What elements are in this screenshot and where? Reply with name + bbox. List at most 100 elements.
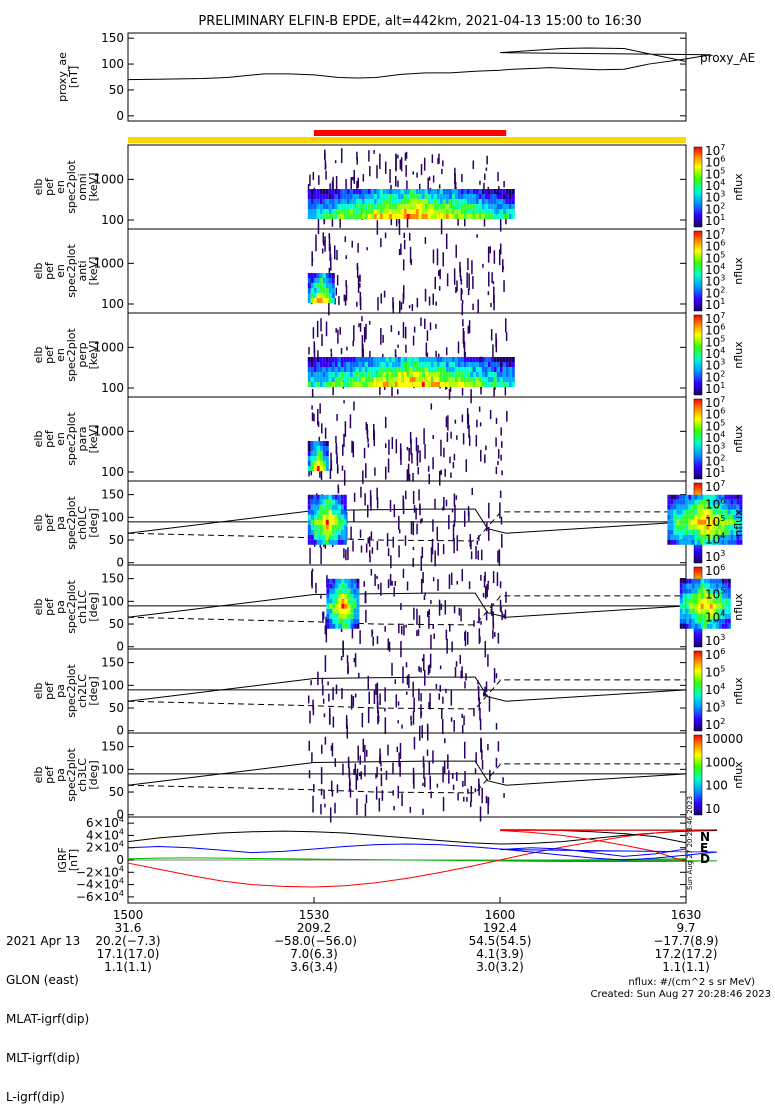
spectrogram-cell (307, 446, 311, 451)
spectrogram-cell (391, 214, 395, 219)
spectrogram-cell (310, 494, 314, 500)
spectrogram-stripe (334, 802, 336, 814)
spectrogram-stripe (386, 533, 389, 547)
spectrogram-stripe (467, 325, 470, 334)
spectrogram-cell (313, 293, 317, 298)
spectrogram-cell (442, 367, 446, 372)
spectrogram-cell (448, 377, 452, 382)
spectrogram-stripe (380, 238, 382, 248)
spectrogram-cell (706, 618, 710, 624)
spectrogram-stripe (329, 709, 331, 717)
spectrogram-stripe (439, 665, 442, 670)
spectrogram-cell (367, 367, 371, 372)
spectrogram-cell (472, 372, 476, 377)
ylabel-line: pa (54, 768, 67, 782)
spectrogram-cell (310, 509, 314, 515)
spectrogram-cell (325, 441, 329, 446)
spectrogram-cell (400, 377, 404, 382)
spectrogram-cell (472, 204, 476, 209)
spectrogram-stripe (456, 772, 458, 781)
spectrogram-cell (484, 199, 488, 204)
spectrogram-cell (736, 509, 740, 515)
spectrogram-stripe (504, 609, 507, 620)
spectrogram-stripe (430, 791, 432, 799)
spectrogram-stripe (420, 711, 423, 716)
spectrogram-stripe (380, 293, 382, 304)
spectrogram-stripe (453, 538, 455, 554)
spectrogram-stripe (308, 770, 311, 779)
spectrogram-cell (448, 367, 452, 372)
spectrogram-cell (310, 372, 314, 377)
spectrogram-cell (682, 539, 686, 545)
spectrogram-cell (370, 367, 374, 372)
spectrogram-cell (319, 519, 323, 525)
spectrogram-cell (367, 357, 371, 362)
spectrogram-stripe (370, 568, 373, 576)
spectrogram-stripe (460, 608, 462, 622)
spectrogram-cell (326, 588, 330, 594)
plot-title: PRELIMINARY ELFIN-B EPDE, alt=442km, 202… (198, 14, 641, 29)
spectrogram-cell (736, 534, 740, 540)
spectrogram-stripe (315, 582, 317, 594)
spectrogram-stripe (437, 579, 439, 591)
spectrogram-cell (346, 382, 350, 387)
spectrogram-cell (724, 519, 728, 525)
spectrogram-cell (460, 214, 464, 219)
spectrogram-stripe (440, 603, 443, 610)
spectrogram-stripe (416, 297, 419, 308)
spectrogram-stripe (356, 301, 358, 307)
spectrogram-cell (322, 534, 326, 540)
spectrogram-cell (487, 194, 491, 199)
spectrogram-cell (484, 189, 488, 194)
spectrogram-stripe (492, 344, 494, 361)
ylabel-line: para (76, 427, 89, 452)
spectrogram-stripe (440, 219, 443, 235)
spectrogram-cell (355, 189, 359, 194)
spectrogram-cell (442, 204, 446, 209)
spectrogram-stripe (322, 232, 325, 244)
spectrogram-stripe (403, 285, 405, 300)
spectrogram-cell (724, 578, 728, 584)
spectrogram-stripe (449, 623, 451, 632)
spectrogram-cell (337, 382, 341, 387)
spectrogram-stripe (445, 629, 448, 640)
spectrogram-cell (338, 578, 342, 584)
spectrogram-cell (361, 194, 365, 199)
spectrogram-cell (307, 529, 311, 535)
spectrogram-stripe (320, 767, 323, 785)
spectrogram-cell (430, 382, 434, 387)
spectrogram-stripe (432, 750, 434, 764)
spectrogram-stripe (344, 295, 347, 306)
spectrogram-cell (343, 382, 347, 387)
spectrogram-stripe (479, 708, 481, 721)
spectrogram-cell (715, 598, 719, 604)
spectrogram-stripe (463, 341, 466, 358)
spectrogram-cell (418, 372, 422, 377)
spectrogram-stripe (365, 323, 367, 340)
spectrogram-cell (736, 529, 740, 535)
spectrogram-cell (691, 499, 695, 505)
spectrogram-cell (709, 534, 713, 540)
spectrogram-cell (382, 362, 386, 367)
spectrogram-stripe (412, 472, 414, 482)
spectrogram-cell (439, 362, 443, 367)
spectrogram-cell (691, 593, 695, 599)
spectrogram-cell (445, 204, 449, 209)
spectrogram-cell (730, 514, 734, 520)
spectrogram-cell (688, 598, 692, 604)
spectrogram-stripe (343, 400, 345, 404)
spectrogram-cell (328, 377, 332, 382)
spectrogram-cell (316, 382, 320, 387)
spectrogram-stripe (324, 163, 327, 169)
spectrogram-stripe (448, 388, 451, 400)
spectrogram-cell (331, 372, 335, 377)
spectrogram-cell (340, 189, 344, 194)
spectrogram-stripe (313, 347, 316, 362)
ytick-label: 100 (101, 213, 124, 227)
loss-cone-solid (127, 508, 687, 534)
spectrogram-stripe (413, 504, 416, 513)
spectrogram-stripe (452, 462, 455, 469)
spectrogram-stripe (458, 607, 461, 616)
spectrogram-cell (334, 204, 338, 209)
spectrogram-cell (319, 189, 323, 194)
